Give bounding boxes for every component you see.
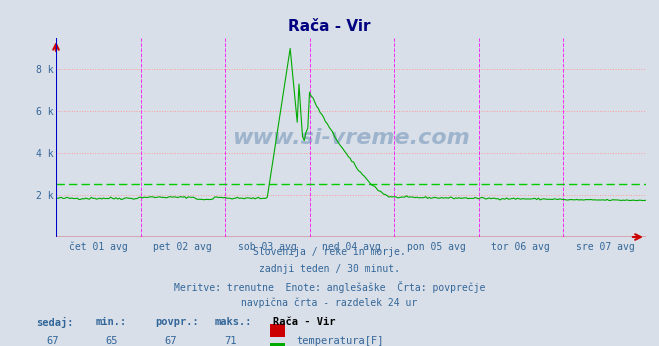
Text: Meritve: trenutne  Enote: anglešaške  Črta: povprečje: Meritve: trenutne Enote: anglešaške Črta…: [174, 281, 485, 293]
Text: 67: 67: [165, 336, 177, 346]
Text: povpr.:: povpr.:: [155, 317, 198, 327]
Text: www.si-vreme.com: www.si-vreme.com: [232, 128, 470, 147]
Text: temperatura[F]: temperatura[F]: [297, 336, 384, 346]
Text: navpična črta - razdelek 24 ur: navpična črta - razdelek 24 ur: [241, 297, 418, 308]
Text: 71: 71: [224, 336, 237, 346]
Text: 65: 65: [105, 336, 118, 346]
Text: maks.:: maks.:: [214, 317, 252, 327]
Text: min.:: min.:: [96, 317, 127, 327]
Text: Rača - Vir: Rača - Vir: [273, 317, 336, 327]
Text: 67: 67: [46, 336, 59, 346]
Text: Rača - Vir: Rača - Vir: [288, 19, 371, 34]
Text: zadnji teden / 30 minut.: zadnji teden / 30 minut.: [259, 264, 400, 274]
Text: Slovenija / reke in morje.: Slovenija / reke in morje.: [253, 247, 406, 257]
Text: sedaj:: sedaj:: [36, 317, 74, 328]
